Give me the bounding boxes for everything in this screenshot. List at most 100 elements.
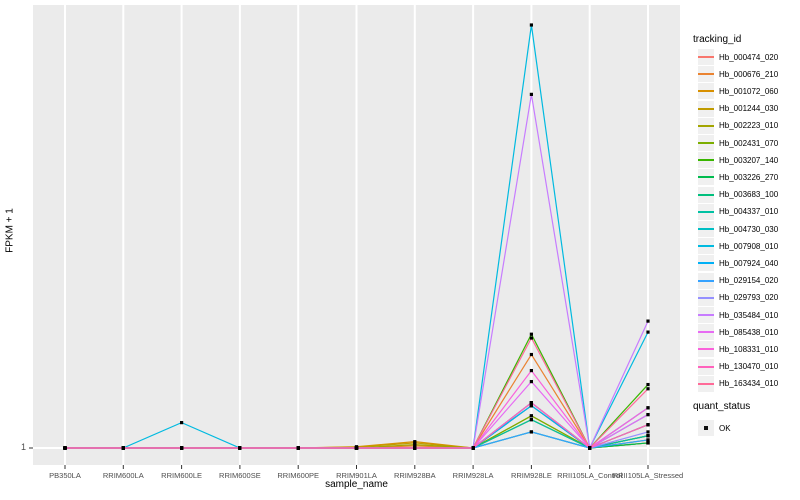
data-point [529,92,533,96]
legend-item: Hb_163434_010 [698,375,779,392]
legend-item: Hb_029793_020 [698,289,779,306]
legend-key-line-icon [698,159,714,162]
data-point [529,336,533,340]
x-tick-label: RRII105LA_Control [557,471,622,480]
legend-key-box [698,49,714,65]
square-marker-icon [704,426,708,430]
y-axis-title: FPKM + 1 [4,208,16,253]
x-tick-label: RRIM928LA [453,471,494,480]
data-point [646,434,650,438]
legend-key-box [698,289,714,306]
x-tick-label: RRIM600SE [219,471,261,480]
legend-item-label: OK [719,423,731,433]
legend-item: Hb_035484_010 [698,307,778,323]
data-point [354,446,359,450]
legend-key-line-icon [698,314,714,316]
legend-item: Hb_000474_020 [698,49,778,65]
legend-item-label: Hb_130470_010 [719,362,779,372]
legend-item-label: Hb_029154_020 [719,276,779,286]
x-tick-label: RRIM928LE [511,471,552,480]
x-tick-label: RRIM600LE [161,471,202,480]
legend-item: Hb_003683_100 [698,186,778,203]
data-point [296,446,300,450]
legend-key-line-icon [698,365,714,368]
y-tick-label: 1 [20,442,26,452]
legend-key-box [698,117,714,134]
data-point [646,430,650,434]
data-point [180,446,184,450]
legend-key-line-icon [698,56,714,58]
legend-key-line-icon [698,279,714,282]
data-point [529,418,533,422]
legend-key-line-icon [698,296,714,299]
data-point [413,443,417,447]
legend-item: Hb_001072_060 [698,83,779,100]
legend-item-label: Hb_163434_010 [719,379,779,389]
legend-item-label: Hb_001072_060 [719,86,779,96]
x-axis-title: sample_name [325,479,388,490]
legend-item: Hb_004337_010 [698,203,779,220]
legend-key-line-icon [698,142,714,144]
legend-item: Hb_002431_070 [698,135,778,151]
legend-item-label: Hb_000676_210 [719,69,779,79]
legend-key-line-icon [698,193,714,196]
legend-key-box [698,203,714,220]
legend-item-label: Hb_002431_070 [719,138,779,148]
data-point [529,379,533,384]
legend-key-line-icon [698,73,714,76]
data-point [529,414,533,418]
legend-item: Hb_007924_040 [698,255,779,272]
legend-key-line-icon [698,245,714,248]
legend-item-label: Hb_004730_030 [719,224,779,234]
data-point [529,404,533,408]
data-point [646,406,650,410]
data-point [646,423,650,427]
legend-key-line-icon [698,348,714,351]
data-point [646,438,650,442]
legend-item: Hb_108331_010 [698,341,779,358]
legend-key-box [698,100,714,117]
data-point [529,430,533,434]
data-point [646,382,650,387]
legend-item-label: Hb_004337_010 [719,207,779,217]
data-point [646,441,650,445]
legend-item-label: Hb_000474_020 [719,52,779,62]
data-point [63,446,67,450]
legend-key-box [698,358,714,375]
data-point [180,421,184,425]
legend-key-box [698,221,714,237]
legend-key-box [698,83,714,100]
data-point [121,446,125,450]
legend-item-label: Hb_002223_010 [719,121,779,131]
x-tick-label: RRIM901LA [336,471,377,480]
legend-item-label: Hb_007924_040 [719,258,779,268]
x-tick-label: RRIM600LA [103,471,144,480]
legend-item-label: Hb_029793_020 [719,293,779,303]
legend-item: Hb_002223_010 [698,117,779,134]
legend-key-box [698,66,714,83]
data-point [588,446,592,450]
legend-item-label: Hb_007908_010 [719,241,779,251]
data-point [646,330,650,334]
legend-item-label: Hb_003226_270 [719,172,779,182]
legend-key-line-icon [698,382,714,385]
x-tick-label: RRII105LA_Stressed [613,471,683,480]
legend-item: Hb_004730_030 [698,221,778,237]
data-point [413,441,417,445]
legend-key-line-icon [698,176,714,179]
x-tick-label: PB350LA [49,471,81,480]
data-point [646,387,650,391]
legend-key-box [698,375,714,392]
legend-key-line-icon [698,210,714,213]
legend-key-line-icon [698,124,714,127]
legend-item: Hb_003226_270 [698,169,779,186]
legend-item-label: Hb_108331_010 [719,344,779,354]
x-tick-label: RRIM928BA [394,471,436,480]
data-point [529,332,533,336]
legend-key-box [698,135,714,151]
legend-key-line-icon [698,228,714,230]
legend-item-label: Hb_001244_030 [719,104,779,114]
legend-item: Hb_029154_020 [698,272,779,289]
legend-key-box [698,307,714,323]
legend-item: Hb_000676_210 [698,66,779,83]
